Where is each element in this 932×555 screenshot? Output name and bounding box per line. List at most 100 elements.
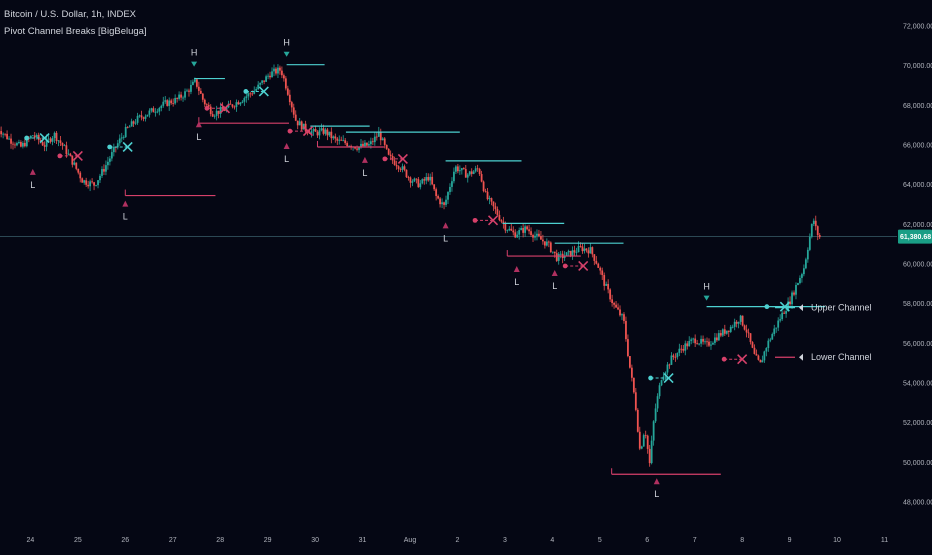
candle-body (392, 156, 394, 160)
candle-body (530, 231, 532, 235)
candle-body (93, 182, 95, 185)
candle-body (673, 355, 675, 356)
candle-body (499, 215, 501, 220)
candle-body (147, 115, 149, 117)
candle-body (623, 314, 625, 321)
candle-body (338, 140, 340, 141)
break-origin-dot (563, 264, 568, 269)
candle-body (204, 100, 206, 105)
candle-body (477, 168, 479, 169)
candle-body (556, 253, 558, 261)
x-tick-label: 10 (833, 537, 841, 544)
candle-body (732, 327, 734, 328)
pivot-low-marker (654, 478, 660, 484)
candle-body (105, 165, 107, 171)
candle-body (247, 93, 249, 96)
candle-body (243, 98, 245, 102)
break-origin-dot (722, 357, 727, 362)
candle-body (81, 178, 83, 182)
candle-body (540, 236, 542, 240)
candle-body (785, 311, 787, 314)
candle-body (275, 69, 277, 74)
candle-body (30, 136, 32, 138)
candle-body (334, 136, 336, 138)
candle-body (615, 305, 617, 308)
candle-body (631, 368, 633, 378)
y-axis[interactable]: 72,000.0070,000.0068,000.0066,000.0064,0… (898, 24, 932, 507)
x-tick-label: 5 (598, 537, 602, 544)
candle-body (158, 108, 160, 111)
candle-body (542, 240, 544, 242)
candle-body (12, 144, 14, 145)
candle-body (425, 177, 427, 181)
candle-body (586, 249, 588, 251)
candle-body (619, 309, 621, 315)
candle-body (83, 180, 85, 182)
candle-body (408, 177, 410, 178)
candle-body (661, 380, 663, 385)
candle-body (315, 129, 317, 132)
candle-body (491, 198, 493, 201)
chart-title[interactable]: Bitcoin / U.S. Dollar, 1h, INDEX (4, 9, 136, 20)
candle-body (291, 102, 293, 107)
break-origin-dot (764, 304, 769, 309)
candle-body (323, 128, 325, 134)
x-tick-label: 28 (216, 537, 224, 544)
candle-body (103, 169, 105, 172)
candle-body (708, 342, 710, 346)
candle-body (249, 93, 251, 94)
pivot-high-label: H (191, 48, 198, 58)
candle-body (489, 198, 491, 199)
candle-body (182, 98, 184, 99)
candle-body (582, 246, 584, 251)
candle-body (413, 179, 415, 182)
candle-body (346, 143, 348, 146)
candle-body (234, 107, 236, 108)
pivot-low-marker (284, 143, 290, 149)
candle-body (269, 76, 271, 77)
candle-body (263, 80, 265, 81)
pivot-low-marker (552, 270, 558, 276)
y-tick-label: 58,000.00 (903, 301, 932, 308)
candle-body (591, 247, 593, 254)
candle-body (79, 173, 81, 179)
candle-body (779, 319, 781, 320)
candle-body (635, 392, 637, 410)
candle-body (36, 135, 38, 137)
candle-body (388, 149, 390, 155)
indicator-name[interactable]: Pivot Channel Breaks [BigBeluga] (4, 26, 147, 37)
candle-body (238, 102, 240, 104)
candle-body (728, 331, 730, 332)
candle-body (467, 175, 469, 178)
upper-channel-legend-label: Upper Channel (811, 303, 872, 313)
candle-body (817, 226, 819, 235)
candle-body (289, 95, 291, 102)
candle-body (368, 144, 370, 145)
x-tick-label: 31 (359, 537, 367, 544)
candle-body (686, 343, 688, 346)
x-tick-label: 7 (693, 537, 697, 544)
candle-body (374, 137, 376, 142)
candle-body (775, 328, 777, 329)
candle-body (570, 251, 572, 256)
candle-body (528, 229, 530, 231)
candle-body (791, 293, 793, 305)
candle-body (771, 334, 773, 340)
y-tick-label: 48,000.00 (903, 500, 932, 507)
candle-body (471, 171, 473, 174)
candle-body (172, 103, 174, 104)
y-tick-label: 54,000.00 (903, 381, 932, 388)
candle-body (143, 117, 145, 118)
candle-body (152, 108, 154, 112)
candle-body (218, 111, 220, 114)
pivot-high-marker (284, 52, 290, 57)
candle-body (534, 236, 536, 238)
candle-body (113, 147, 115, 152)
candle-body (678, 349, 680, 353)
candle-body (726, 331, 728, 334)
candle-body (210, 107, 212, 114)
break-origin-dot (107, 145, 112, 150)
